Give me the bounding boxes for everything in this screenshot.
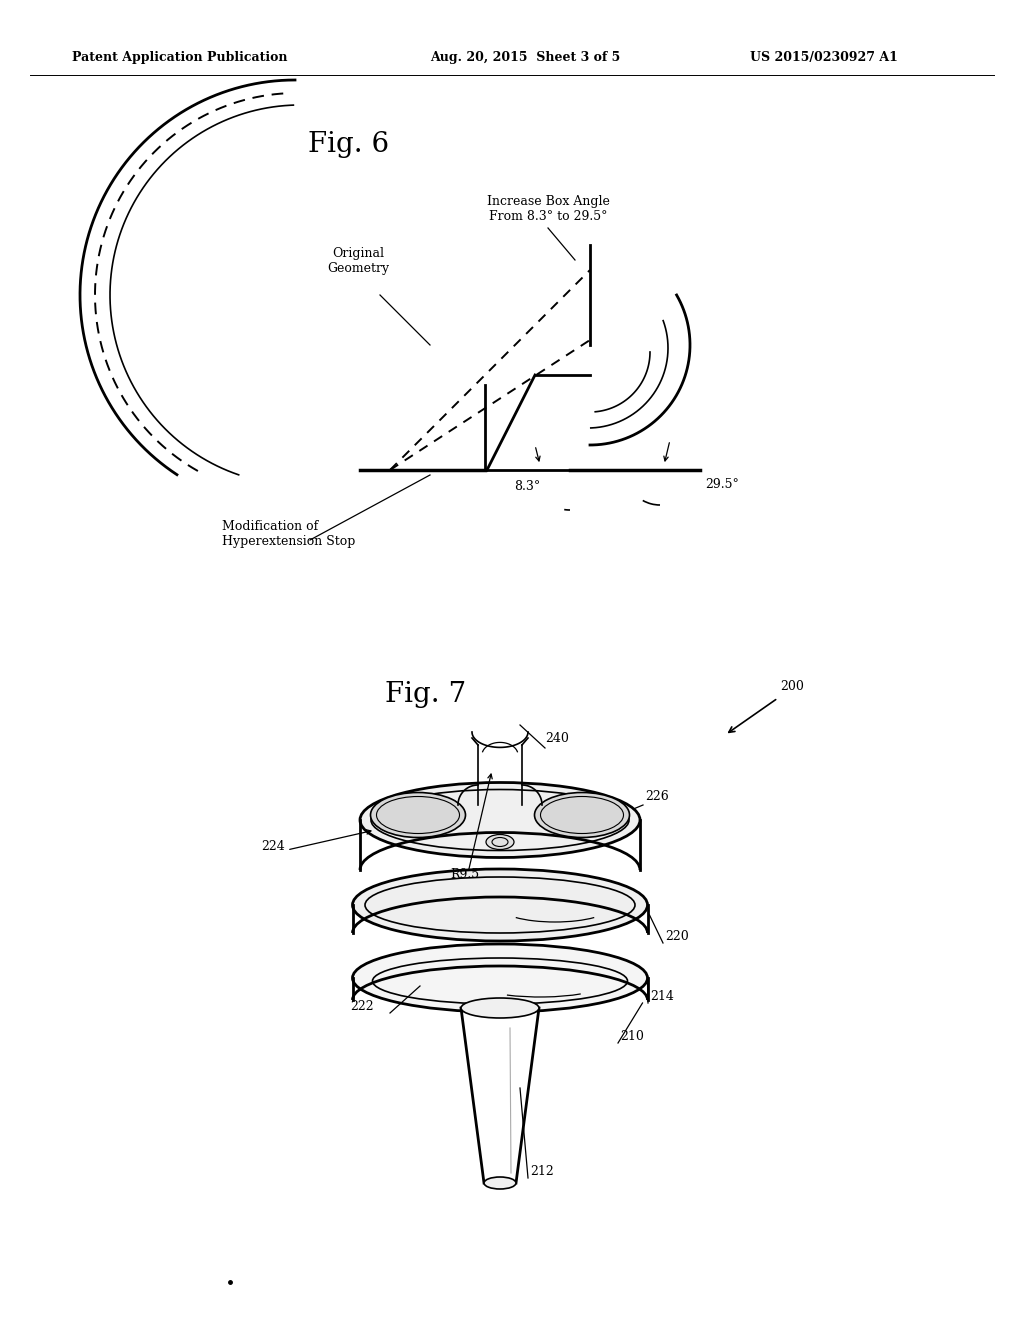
Text: From 8.3° to 29.5°: From 8.3° to 29.5°: [488, 210, 607, 223]
Text: 222: 222: [350, 1001, 374, 1012]
Text: US 2015/0230927 A1: US 2015/0230927 A1: [750, 51, 898, 65]
Text: Modification of
Hyperextension Stop: Modification of Hyperextension Stop: [222, 520, 355, 548]
Text: 212: 212: [530, 1166, 554, 1177]
Text: 240: 240: [545, 733, 569, 744]
Text: 220: 220: [665, 931, 689, 942]
Text: Increase Box Angle: Increase Box Angle: [486, 195, 609, 209]
Text: 214: 214: [650, 990, 674, 1003]
Ellipse shape: [352, 944, 647, 1012]
Text: Fig. 6: Fig. 6: [308, 132, 389, 158]
Ellipse shape: [360, 783, 640, 858]
Ellipse shape: [461, 998, 539, 1018]
Text: Fig. 7: Fig. 7: [385, 681, 466, 709]
Text: Original
Geometry: Original Geometry: [327, 247, 389, 275]
Text: 226: 226: [645, 789, 669, 803]
Ellipse shape: [352, 869, 647, 941]
Text: 210: 210: [620, 1030, 644, 1043]
Text: Patent Application Publication: Patent Application Publication: [72, 51, 288, 65]
Text: 200: 200: [780, 680, 804, 693]
Ellipse shape: [484, 1177, 516, 1189]
Text: 8.3°: 8.3°: [514, 480, 540, 492]
Ellipse shape: [535, 792, 630, 837]
Text: Aug. 20, 2015  Sheet 3 of 5: Aug. 20, 2015 Sheet 3 of 5: [430, 51, 621, 65]
Text: 224: 224: [261, 840, 285, 853]
Ellipse shape: [486, 834, 514, 850]
Text: 29.5°: 29.5°: [705, 478, 739, 491]
Text: R9.5: R9.5: [450, 869, 479, 880]
Ellipse shape: [371, 792, 466, 837]
